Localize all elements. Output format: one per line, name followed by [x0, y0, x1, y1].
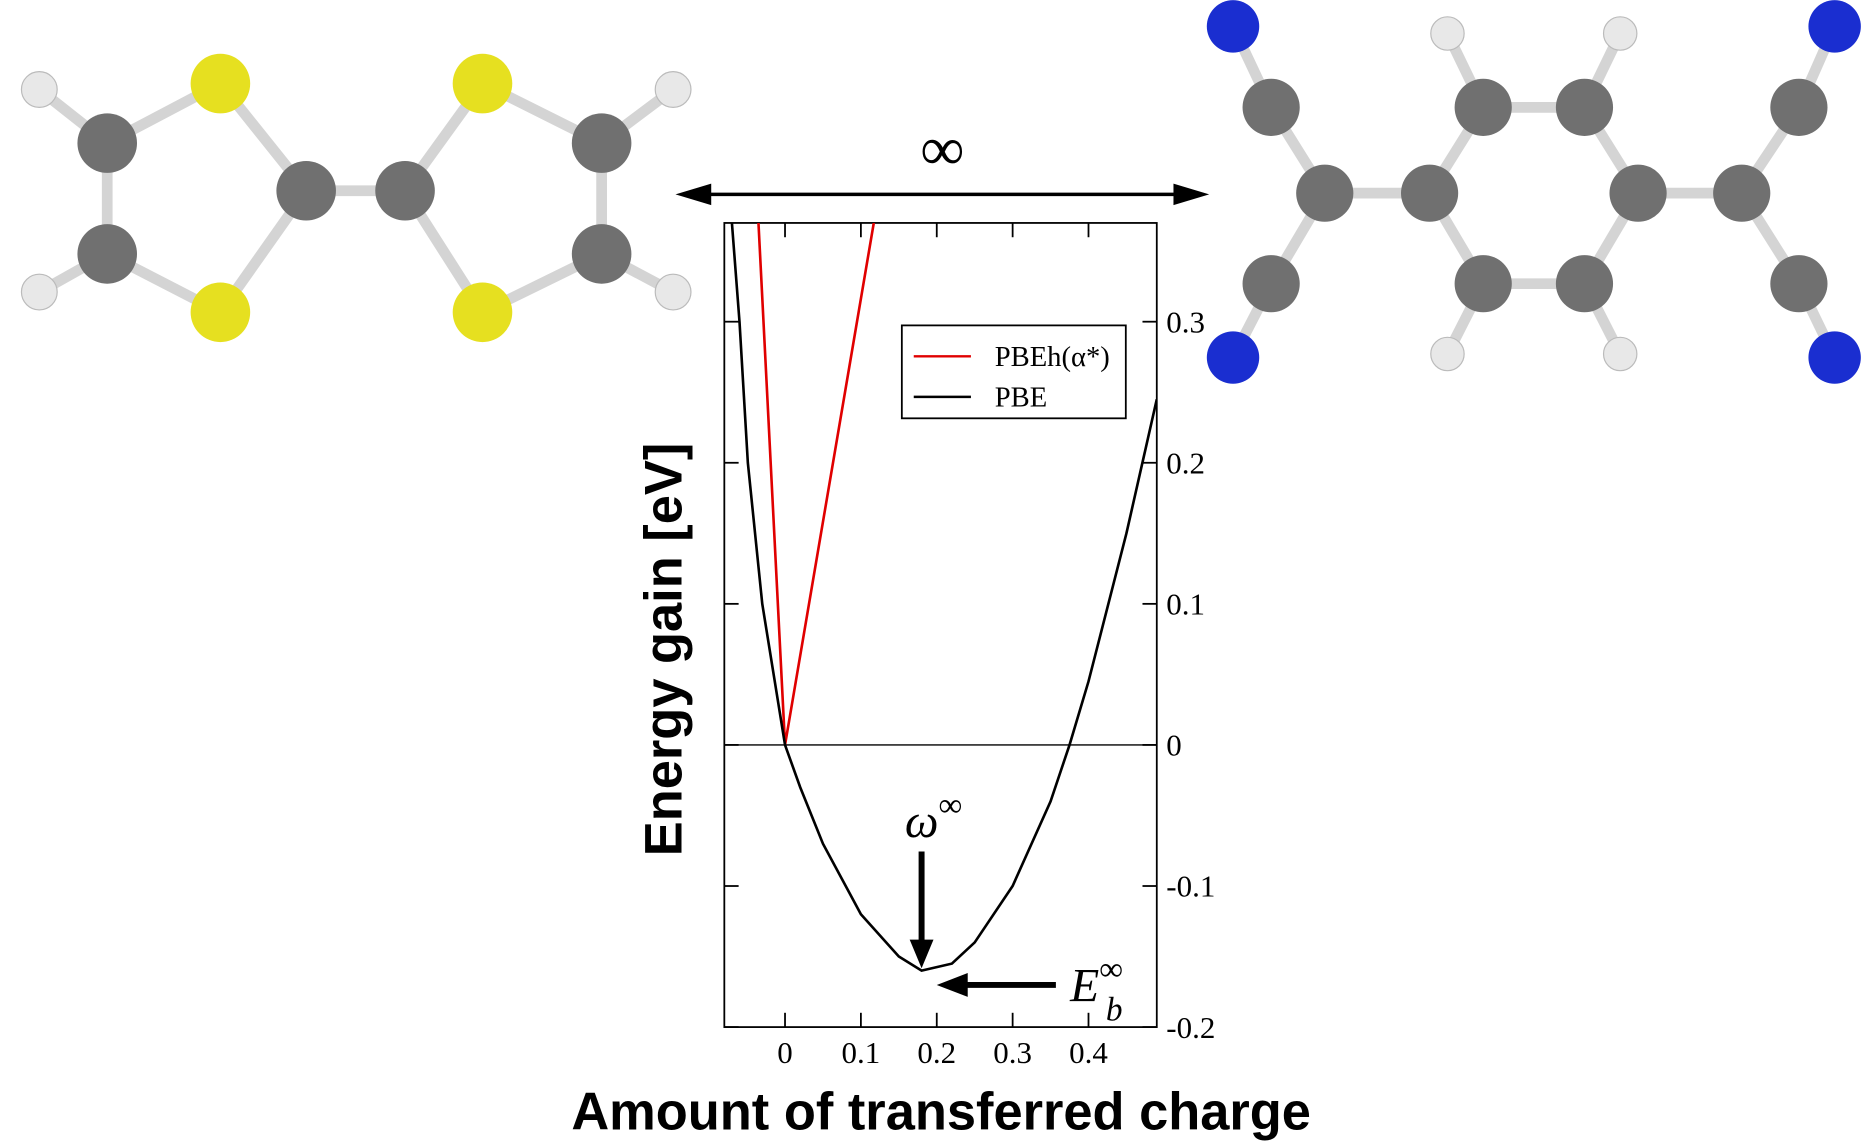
- annotation-text: E: [1069, 961, 1099, 1013]
- annotation-subscript: b: [1106, 992, 1123, 1029]
- figure: ∞ Amount of transferred charge Energy ga…: [0, 0, 1868, 1144]
- x-tick-label: 0.4: [1069, 1035, 1108, 1070]
- x-tick-label: 0.2: [917, 1035, 956, 1070]
- plot: 0.3 0.2 0.1 0 -0.1 -0.2 0 0.1 0.2 0.3 0.4 PBEh(α*) P…: [724, 223, 1215, 1070]
- x-tick-label: 0.3: [993, 1035, 1032, 1070]
- y-tick-label: -0.1: [1166, 869, 1215, 904]
- y-axis-label: Energy gain [eV]: [635, 443, 693, 857]
- annotation-text: ω: [905, 796, 939, 848]
- annotation: ω∞: [905, 787, 962, 848]
- x-axis-label: Amount of transferred charge: [571, 1084, 1311, 1142]
- y-tick-label: 0.3: [1166, 304, 1205, 339]
- legend-label: PBE: [995, 382, 1047, 413]
- annotation-superscript: ∞: [1099, 951, 1123, 988]
- annotation: E∞ b: [1069, 951, 1123, 1029]
- legend-label: PBEh(α*): [995, 342, 1110, 373]
- y-tick-label: 0.1: [1166, 587, 1205, 622]
- tcnq-molecule: [1207, 0, 1861, 384]
- double-arrow: [675, 184, 1209, 205]
- x-tick-label: 0: [777, 1035, 792, 1070]
- y-tick-label: 0: [1166, 728, 1181, 763]
- series-line: [758, 223, 873, 745]
- x-tick-label: 0.1: [842, 1035, 881, 1070]
- y-tick-label: 0.2: [1166, 445, 1205, 480]
- y-tick-label: -0.2: [1166, 1010, 1215, 1045]
- annotation-arrowhead: [937, 973, 968, 997]
- annotation-superscript: ∞: [939, 787, 963, 824]
- ttf-molecule: [21, 54, 691, 342]
- infinity-label: ∞: [920, 115, 964, 183]
